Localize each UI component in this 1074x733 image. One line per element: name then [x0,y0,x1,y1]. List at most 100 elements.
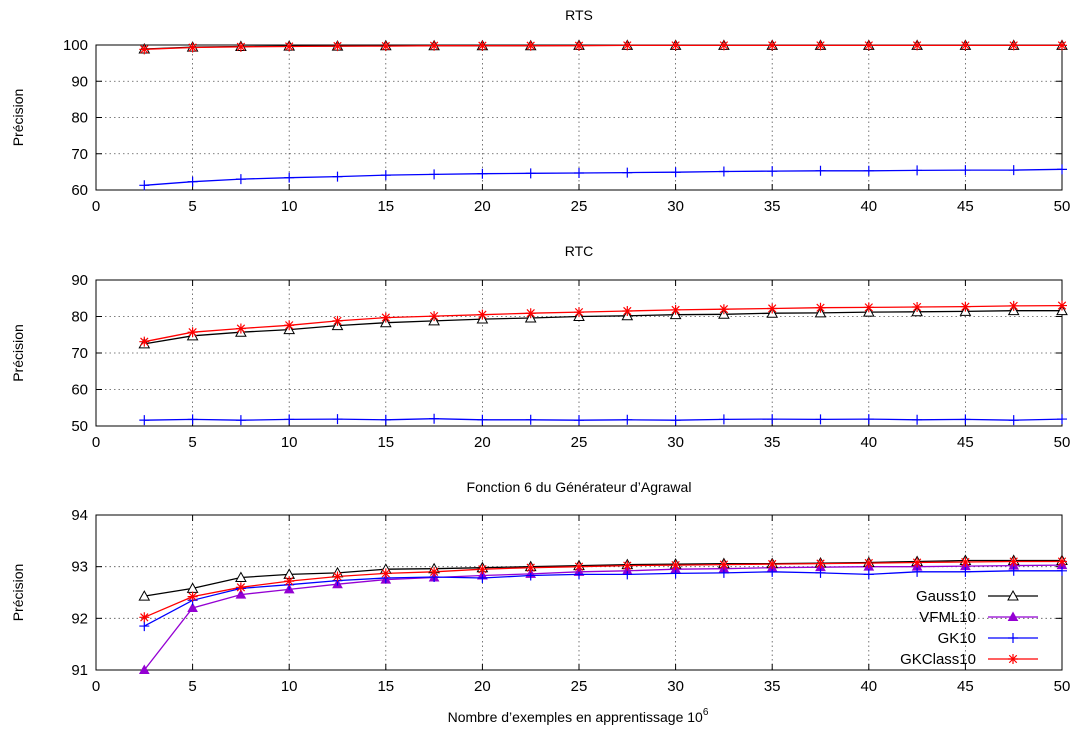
data-point-gk10 [960,414,971,425]
y-tick-label: 93 [71,559,88,576]
data-point-gk10 [187,176,198,187]
data-point-gauss10 [235,571,247,583]
x-tick-label: 50 [1054,434,1071,451]
data-point-gkclass10 [429,40,440,51]
series-line-gk10 [144,168,1062,186]
data-point-gkclass10 [284,576,295,587]
x-axis-label-main: Nombre d’exemples en apprentissage 10 [448,709,703,725]
x-axis-label-exponent: 6 [703,707,709,718]
data-point-gk10 [1057,414,1067,425]
chart-title: RTC [565,243,594,259]
data-point-gk10 [380,170,391,181]
data-point-gk10 [574,415,584,426]
x-tick-label: 15 [377,434,394,451]
series-line-gauss10 [144,310,1062,345]
data-point-gkclass10 [187,327,198,338]
data-point-gkclass10 [622,40,633,51]
legend-label: Gauss10 [916,588,976,605]
series-group [144,304,1062,421]
series-group [144,44,1062,186]
x-tick-label: 35 [764,434,781,451]
x-tick-label: 0 [92,434,100,451]
data-point-gk10 [235,415,246,426]
panel-3: 0 5 10 15 20 25 30 35 40 45 50 91 92 93 94 Fonction 6 d… [10,479,1070,695]
data-point-gk10 [912,165,923,176]
data-point-gkclass10 [670,304,681,315]
data-point-gk10 [622,414,633,425]
data-point-gk10 [863,569,874,580]
data-point-gkclass10 [284,41,295,52]
data-point-gkclass10 [284,320,295,331]
data-point-gkclass10 [477,564,488,575]
data-point-gkclass10 [815,302,826,313]
y-tick-label: 50 [71,418,88,435]
data-point-gkclass10 [622,560,633,571]
x-tick-label: 50 [1054,678,1071,695]
legend-label: GKClass10 [900,651,976,668]
data-point-gk10 [574,167,584,178]
x-tick-label: 30 [667,678,684,695]
data-point-gkclass10 [912,557,923,568]
data-point-gk10 [187,414,198,425]
x-tick-label: 10 [281,434,298,451]
data-point-gk10 [815,567,826,578]
data-point-gk10 [139,621,150,632]
data-point-gk10 [139,415,150,426]
data-point-gauss10 [138,590,151,601]
data-point-gkclass10 [1057,300,1067,311]
data-point-gkclass10 [380,568,391,579]
y-tick-label: 60 [71,182,88,199]
data-point-gkclass10 [718,304,729,315]
legend-swatch-marker [1008,633,1018,643]
data-point-gk10 [477,168,488,179]
data-point-gk10 [670,415,681,426]
series-line-gkclass10 [144,304,1062,343]
data-point-gkclass10 [525,562,536,573]
data-point-gkclass10 [1057,556,1067,567]
x-tick-label: 5 [188,678,196,695]
data-point-gk10 [815,165,826,176]
data-point-gk10 [1008,415,1019,426]
data-point-gk10 [1057,164,1067,175]
legend-swatch-marker [1007,589,1019,601]
data-point-gk10 [622,167,633,178]
y-tick-label: 70 [71,345,88,362]
data-point-gkclass10 [380,312,391,323]
data-point-gkclass10 [960,40,971,51]
data-point-gkclass10 [622,306,633,317]
data-point-gk10 [380,414,391,425]
data-point-gk10 [1057,565,1067,576]
data-point-gkclass10 [767,559,778,570]
data-point-gk10 [912,566,923,577]
data-point-vfml10 [187,602,198,612]
x-tick-label: 45 [957,198,974,215]
data-point-gkclass10 [525,40,536,51]
legend: Gauss10 VFML10 GK10 GKClass10 [900,588,1038,668]
data-point-gk10 [718,166,729,177]
data-point-gkclass10 [718,559,729,570]
legend-label: VFML10 [919,609,976,626]
data-point-gk10 [332,171,343,182]
data-point-gk10 [767,166,778,177]
data-point-gk10 [1008,565,1019,576]
data-point-gkclass10 [912,302,923,313]
y-axis-label: Précision [10,89,26,147]
y-tick-label: 91 [71,662,88,679]
y-tick-label: 90 [71,73,88,90]
data-point-gk10 [670,167,681,178]
data-point-gkclass10 [670,40,681,51]
x-tick-label: 40 [860,678,877,695]
data-point-gk10 [139,180,150,191]
data-point-gkclass10 [332,315,343,326]
chart-title: RTS [565,7,593,23]
x-tick-label: 5 [188,434,196,451]
data-point-gkclass10 [477,309,488,320]
data-point-gk10 [332,414,343,425]
x-tick-label: 50 [1054,198,1071,215]
data-point-gk10 [960,165,971,176]
data-point-gkclass10 [429,566,440,577]
x-tick-label: 45 [957,678,974,695]
series-line-gauss10 [144,559,1062,597]
